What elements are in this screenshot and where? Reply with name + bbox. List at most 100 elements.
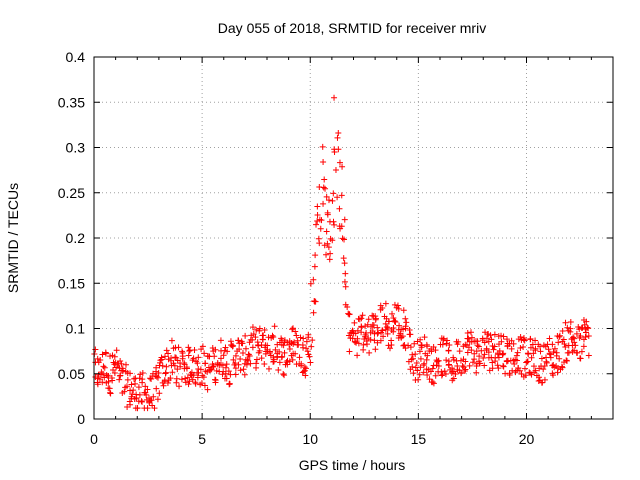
data-point [362,333,369,340]
data-point [490,346,497,353]
grid-lines [94,57,613,419]
x-tick-label: 15 [411,431,427,447]
data-point [429,365,436,372]
data-point [232,365,239,372]
data-point [443,357,450,364]
data-point [491,343,498,350]
data-point [152,368,159,375]
data-point [99,370,106,377]
data-point [217,337,224,344]
data-point [577,355,584,362]
data-point [537,343,544,350]
data-point [521,365,528,372]
data-point [417,364,424,371]
data-point [127,370,134,377]
data-point [527,336,534,343]
data-point [297,334,304,341]
data-point [314,218,321,225]
data-point [329,197,336,204]
data-point [358,315,365,322]
data-point [506,372,513,379]
data-point [186,378,193,385]
data-point [104,372,111,379]
data-point [438,372,445,379]
data-point [147,397,154,404]
data-point [522,372,529,379]
data-point [324,211,331,218]
data-point [160,382,167,389]
data-point [157,359,164,366]
data-point [335,130,342,137]
data-point [94,355,101,362]
data-point [366,349,373,356]
data-point [276,348,283,355]
data-point [264,342,271,349]
data-point [316,183,323,190]
data-point [508,345,515,352]
data-point [545,346,552,353]
data-point [402,315,409,322]
data-point [155,374,162,381]
data-point [161,353,168,360]
data-point [235,337,242,344]
data-point [445,347,452,354]
data-point [429,379,436,386]
data-point [495,354,502,361]
data-point [134,405,141,412]
data-point [573,349,580,356]
data-point [435,357,442,364]
data-point [424,352,431,359]
data-point [341,216,348,223]
axis-ticks: 0 5 10 15 20 0 0.05 0.1 0.15 0.2 0.25 0.3 0.35 0.4 [58,49,613,447]
data-point [153,385,160,392]
data-point [303,338,310,345]
x-tick-label: 0 [90,431,98,447]
data-point [341,236,348,243]
data-point [578,325,585,332]
data-point [382,300,389,307]
data-point [485,349,492,356]
data-point [151,405,158,412]
data-point [362,323,369,330]
data-point [549,341,556,348]
data-point [481,351,488,358]
data-point [239,350,246,357]
x-tick-label: 5 [198,431,206,447]
data-point [239,340,246,347]
data-point [511,360,518,367]
data-point [278,335,285,342]
data-point [330,218,337,225]
data-point [428,348,435,355]
data-point [543,359,550,366]
data-point [403,319,410,326]
data-point [223,375,230,382]
data-point [117,372,124,379]
data-point [532,345,539,352]
data-point [578,348,585,355]
data-point [344,304,351,311]
data-point [311,263,318,270]
data-point [128,381,135,388]
data-point [182,375,189,382]
data-point [424,343,431,350]
data-point [179,353,186,360]
data-point [388,337,395,344]
data-point [320,200,327,207]
data-point [455,338,462,345]
data-point [461,367,468,374]
data-point [372,315,379,322]
data-point [416,371,423,378]
data-point [236,346,243,353]
data-point [195,370,202,376]
data-point [139,369,146,376]
data-point [289,356,296,363]
data-point [139,376,146,383]
data-point [330,190,337,197]
data-point [290,340,297,347]
data-point [220,352,227,359]
data-point [555,339,562,346]
data-point [265,365,272,372]
data-point [323,251,330,258]
data-point [303,345,310,352]
